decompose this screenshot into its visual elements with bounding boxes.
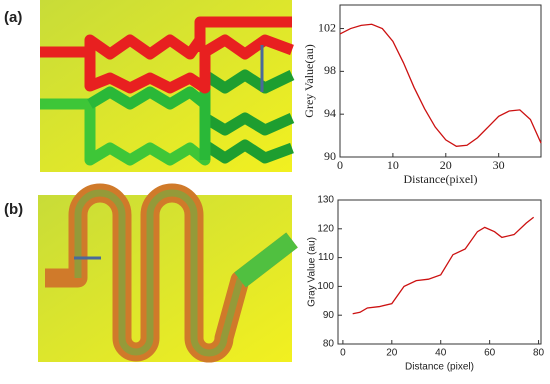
y-axis-label: Grey Value(au) bbox=[302, 44, 316, 117]
x-tick-label: 20 bbox=[386, 348, 398, 359]
chart-a: 0 10 20 30 90 94 98 102 Distance(pixel) Grey Valu… bbox=[302, 4, 542, 186]
y-tick-label: 100 bbox=[317, 281, 334, 292]
y-tick-label: 130 bbox=[317, 195, 334, 206]
x-tick-label: 0 bbox=[337, 158, 343, 172]
x-tick-label: 20 bbox=[440, 158, 452, 172]
micrograph-b bbox=[38, 183, 298, 363]
y-tick-label: 110 bbox=[318, 252, 334, 263]
y-tick-label: 90 bbox=[324, 149, 336, 163]
plot-frame bbox=[339, 4, 542, 158]
panel-label: (b) bbox=[4, 201, 23, 218]
plot-frame bbox=[337, 199, 542, 345]
chart-b: 0 20 40 60 80 80 90 100 110 120 130 Distance (pixel… bbox=[307, 195, 545, 373]
x-tick-label: 60 bbox=[484, 348, 496, 359]
y-tick-label: 102 bbox=[318, 20, 336, 34]
x-axis-label: Distance (pixel) bbox=[405, 362, 474, 373]
y-tick-label: 98 bbox=[324, 63, 336, 77]
y-axis-label: Gray Value (au) bbox=[307, 237, 318, 307]
y-tick-label: 120 bbox=[317, 223, 334, 234]
x-tick-label: 0 bbox=[340, 348, 346, 359]
data-line bbox=[352, 216, 535, 315]
y-tick-label: 94 bbox=[324, 106, 336, 120]
x-tick-label: 10 bbox=[387, 158, 399, 172]
y-tick-label: 80 bbox=[323, 339, 335, 350]
x-tick-label: 40 bbox=[435, 348, 447, 359]
x-axis-label: Distance(pixel) bbox=[404, 172, 478, 186]
y-tick-label: 90 bbox=[323, 310, 335, 321]
panel-label: (a) bbox=[4, 9, 22, 26]
x-tick-label: 30 bbox=[493, 158, 505, 172]
x-tick-label: 80 bbox=[533, 348, 545, 359]
micrograph-a bbox=[40, 0, 295, 172]
data-line bbox=[339, 23, 542, 147]
